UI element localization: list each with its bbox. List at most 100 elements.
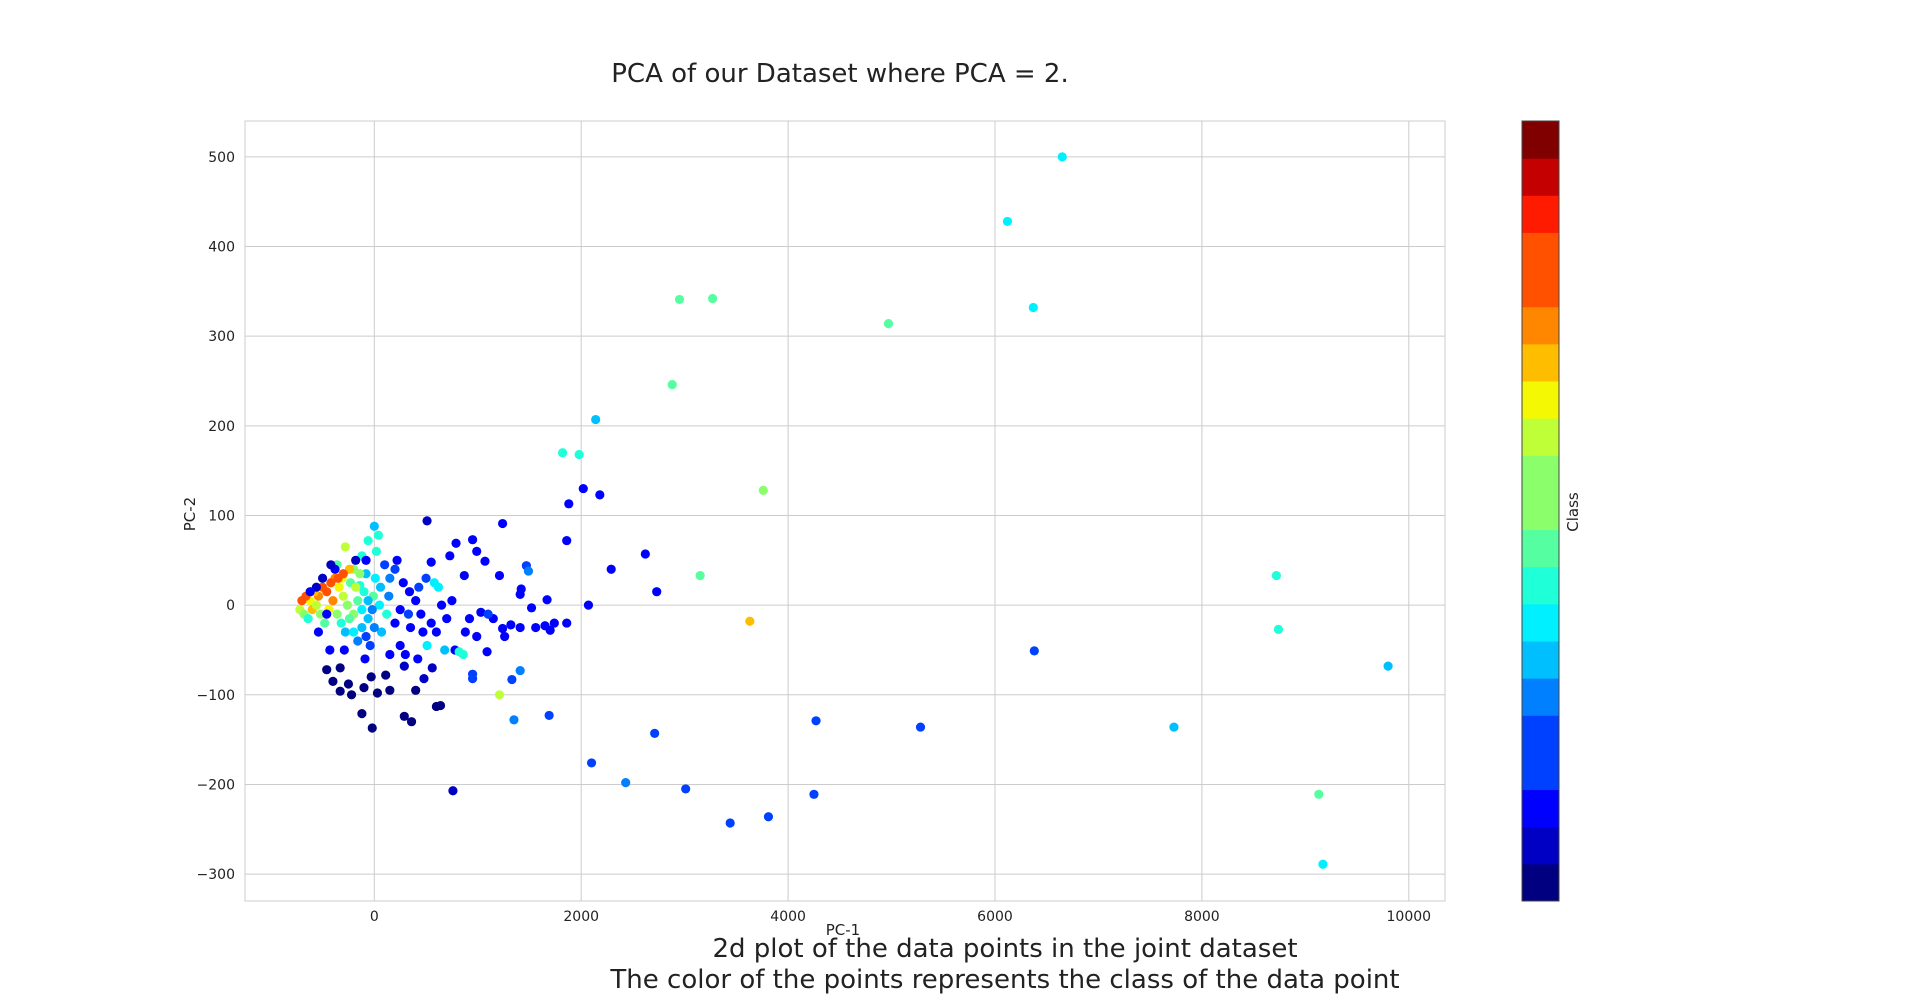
data-point: [500, 631, 510, 642]
data-point: [326, 560, 336, 570]
data-point: [1029, 646, 1039, 656]
data-point: [322, 609, 332, 619]
data-point: [483, 609, 493, 619]
data-point: [578, 483, 588, 494]
y-tick-label: −300: [197, 867, 235, 883]
data-point: [326, 578, 336, 588]
data-point: [421, 573, 431, 583]
data-point: [442, 613, 452, 624]
colorbar-bin: [1522, 158, 1559, 196]
data-point: [336, 618, 346, 628]
data-point: [531, 622, 541, 633]
colorbar-bin: [1522, 789, 1559, 828]
data-point: [674, 294, 685, 305]
data-point: [542, 595, 552, 605]
data-point: [390, 618, 400, 628]
x-tick-label: 2000: [563, 909, 599, 925]
data-point: [376, 627, 387, 637]
data-point: [395, 640, 405, 651]
data-point: [340, 627, 350, 637]
data-point: [343, 679, 354, 689]
data-point: [339, 645, 349, 655]
data-point: [515, 622, 525, 633]
colorbar-bin: [1522, 492, 1559, 531]
x-axis-label: PC-1: [826, 921, 860, 939]
data-point: [606, 564, 616, 574]
data-point: [758, 485, 768, 495]
data-point: [371, 546, 381, 556]
data-point: [357, 709, 367, 719]
data-point: [395, 605, 405, 615]
colorbar-bin: [1522, 826, 1559, 865]
data-point: [426, 618, 436, 628]
data-point: [458, 649, 468, 660]
data-point: [915, 722, 926, 732]
data-point: [355, 569, 365, 579]
data-point: [338, 591, 348, 601]
data-point: [305, 587, 315, 597]
data-point: [448, 786, 458, 796]
data-point: [344, 613, 355, 624]
data-point: [403, 609, 414, 619]
y-tick-label: 100: [208, 508, 235, 524]
x-tick-label: 4000: [770, 909, 806, 925]
data-point: [883, 319, 894, 329]
data-point: [809, 789, 819, 799]
x-tick-label: 10000: [1387, 909, 1432, 925]
data-point: [763, 812, 774, 822]
data-point: [509, 715, 519, 725]
data-point: [745, 616, 755, 626]
data-point: [399, 661, 409, 671]
data-point: [325, 645, 335, 655]
data-point: [303, 613, 313, 624]
data-point: [404, 587, 415, 597]
colorbar: [1522, 121, 1559, 902]
data-point: [1271, 570, 1281, 581]
colorbar-bin: [1522, 566, 1559, 605]
y-tick-label: 200: [208, 419, 235, 435]
data-point: [363, 535, 373, 546]
data-point: [328, 676, 338, 686]
plot-area: [244, 120, 1446, 902]
y-tick-label: 300: [208, 329, 235, 345]
data-point: [562, 535, 572, 546]
y-tick-label: 400: [208, 240, 235, 256]
colorbar-bin: [1522, 306, 1559, 345]
data-point: [353, 636, 363, 646]
y-tick-label: −200: [197, 777, 235, 793]
x-tick-label: 6000: [977, 909, 1013, 925]
data-point: [494, 570, 505, 581]
data-point: [335, 663, 345, 673]
data-point: [422, 516, 432, 526]
data-point: [359, 587, 369, 597]
data-point: [447, 596, 457, 606]
data-point: [451, 538, 461, 548]
data-point: [564, 499, 574, 509]
colorbar-bin: [1522, 455, 1559, 493]
data-point: [467, 669, 478, 679]
data-point: [392, 555, 402, 565]
data-point: [426, 557, 436, 567]
data-point: [384, 591, 394, 601]
data-point: [472, 631, 482, 642]
data-point: [334, 582, 344, 592]
colorbar-bin: [1522, 715, 1559, 753]
data-point: [562, 618, 572, 628]
data-point: [413, 654, 423, 664]
data-point: [1318, 859, 1328, 869]
colorbar-bin: [1522, 678, 1559, 716]
data-point: [311, 600, 321, 610]
data-point: [414, 582, 424, 592]
y-tick-label: 0: [226, 598, 235, 614]
colorbar-bin: [1522, 529, 1559, 568]
y-tick-labels: −300 −200 −100 0 100 200 300 400 500: [197, 150, 235, 883]
data-point: [436, 600, 447, 610]
data-point: [399, 711, 409, 721]
data-point: [346, 690, 357, 700]
data-point: [650, 728, 660, 738]
data-point: [544, 710, 554, 721]
caption-line-1: 2d plot of the data points in the joint …: [712, 934, 1297, 964]
data-point: [515, 589, 525, 599]
data-point: [366, 672, 376, 682]
data-point: [482, 647, 492, 657]
